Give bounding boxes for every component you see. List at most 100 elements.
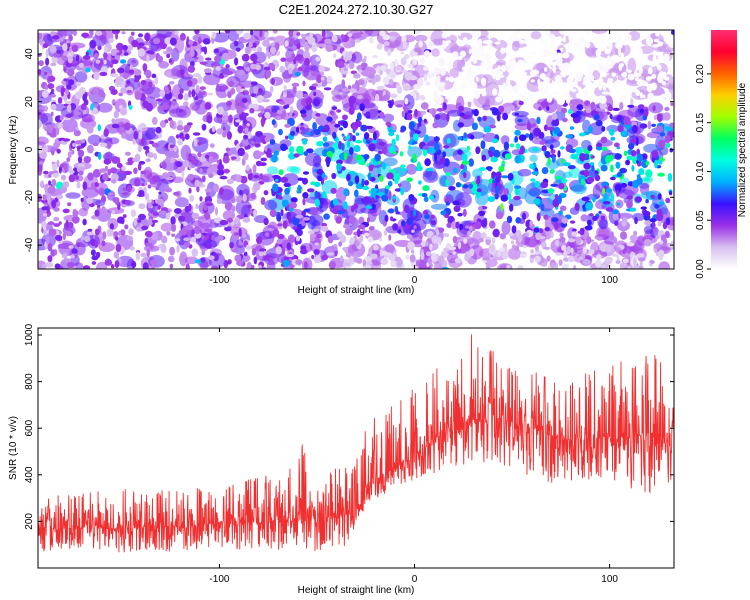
spectrogram-cell bbox=[108, 38, 114, 43]
spectrogram-cell bbox=[168, 81, 175, 85]
spectrogram-cell bbox=[363, 55, 367, 60]
spectrogram-cell bbox=[555, 252, 562, 256]
spectrogram-cell bbox=[620, 130, 628, 138]
spectrogram-cell bbox=[284, 40, 289, 47]
spectrogram-cell bbox=[302, 138, 308, 145]
spectrogram-cell bbox=[382, 34, 391, 41]
spectrogram-cell bbox=[557, 195, 562, 205]
spectrogram-cell bbox=[242, 233, 247, 238]
spectrogram-cell bbox=[306, 207, 319, 215]
spectrogram-cell bbox=[514, 155, 522, 164]
spectrogram-cell bbox=[457, 212, 463, 217]
spectrogram-cell bbox=[94, 240, 99, 248]
spectrogram-cell bbox=[206, 114, 213, 124]
spectrogram-cell bbox=[156, 198, 165, 206]
spectrogram-cell bbox=[441, 32, 448, 39]
spectrogram-cell bbox=[164, 119, 169, 124]
spectrogram-cell bbox=[60, 88, 65, 97]
spectrogram-cell bbox=[103, 51, 108, 60]
spectrogram-cell bbox=[440, 157, 446, 165]
spectrogram-cell bbox=[396, 85, 403, 94]
spectrogram-cell bbox=[435, 229, 440, 236]
spectrogram-cell bbox=[64, 163, 68, 173]
spectrogram-cell bbox=[559, 205, 567, 212]
spectrogram-cell bbox=[216, 160, 220, 164]
spectrogram-cell bbox=[212, 253, 219, 262]
spectrogram-cell bbox=[356, 112, 362, 121]
spectrogram-cell bbox=[640, 206, 647, 210]
spectrogram-cell bbox=[194, 225, 201, 235]
spectrogram-cell bbox=[605, 244, 613, 253]
spectrogram-cell bbox=[353, 145, 361, 153]
spectrogram-cell bbox=[635, 89, 641, 97]
spectrogram-cell bbox=[191, 212, 200, 220]
spectrogram-cell bbox=[458, 32, 473, 41]
spectrogram-cell bbox=[492, 39, 508, 50]
spectrogram-cell bbox=[342, 114, 348, 121]
spectrogram-cell bbox=[107, 140, 111, 150]
spectrogram-cell bbox=[147, 184, 152, 189]
spectrogram-cell bbox=[345, 51, 353, 61]
spectrogram-cell bbox=[63, 78, 69, 82]
spectrogram-cell bbox=[472, 56, 479, 61]
spectrogram-cell bbox=[555, 36, 563, 43]
spectrogram-cell bbox=[381, 194, 389, 202]
spectrogram-cell bbox=[347, 33, 353, 38]
spectrogram-cell bbox=[170, 216, 176, 226]
y-tick-label: 0 bbox=[24, 146, 35, 152]
spectrogram-cell bbox=[392, 151, 397, 155]
spectrogram-cell bbox=[236, 183, 250, 197]
spectrogram-cell bbox=[432, 96, 438, 102]
spectrogram-cell bbox=[658, 249, 665, 259]
spectrogram-cell bbox=[671, 61, 674, 67]
spectrogram-cell bbox=[82, 181, 88, 191]
spectrogram-cell bbox=[584, 225, 593, 231]
spectrogram-cell bbox=[174, 197, 189, 208]
spectrogram-cell bbox=[585, 41, 591, 49]
spectrogram-cell bbox=[251, 248, 256, 256]
spectrogram-cell bbox=[363, 154, 370, 160]
spectrogram-cell bbox=[68, 34, 73, 42]
spectrogram-cell bbox=[581, 178, 585, 186]
spectrogram-cell bbox=[551, 112, 558, 120]
spectrogram-cell bbox=[204, 154, 210, 159]
spectrogram-cell bbox=[109, 63, 113, 68]
spectrogram-cell bbox=[197, 141, 202, 146]
spectrogram-cell bbox=[568, 35, 572, 41]
spectrogram-cell bbox=[476, 188, 482, 193]
spectrogram-cell bbox=[580, 214, 588, 222]
spectrogram-cell bbox=[300, 248, 308, 255]
spectrogram-cell bbox=[327, 235, 334, 244]
spectrogram-cell bbox=[138, 213, 146, 220]
spectrogram-cell bbox=[616, 255, 620, 262]
spectrogram-cell bbox=[556, 52, 563, 60]
spectrogram-cell bbox=[93, 71, 100, 81]
spectrogram-cell bbox=[160, 210, 167, 215]
spectrogram-cell bbox=[558, 182, 565, 190]
spectrogram-cell bbox=[191, 89, 196, 98]
spectrogram-cell bbox=[147, 81, 153, 88]
spectrogram-cell bbox=[592, 61, 599, 65]
spectrogram-cell bbox=[428, 42, 435, 47]
spectrogram-cell bbox=[670, 102, 674, 107]
spectrogram-cell bbox=[251, 141, 255, 144]
spectrogram-cell bbox=[635, 236, 646, 251]
spectrogram-cell bbox=[573, 264, 577, 269]
spectrogram-cell bbox=[354, 139, 362, 144]
spectrogram-cell bbox=[73, 30, 77, 36]
spectrogram-cell bbox=[145, 32, 150, 42]
spectrogram-cell bbox=[604, 62, 608, 68]
spectrogram-cell bbox=[644, 220, 651, 226]
spectrogram-cell bbox=[304, 44, 310, 52]
spectrogram-cell bbox=[282, 259, 290, 267]
spectrogram-cell bbox=[124, 200, 132, 206]
spectrogram-cell bbox=[309, 75, 316, 80]
spectrogram-cell bbox=[431, 235, 440, 245]
spectrogram-cell bbox=[547, 157, 551, 166]
spectrogram-cell bbox=[38, 121, 41, 130]
spectrogram-cell bbox=[204, 102, 212, 110]
spectrogram-cell bbox=[517, 168, 532, 177]
spectrogram-cell bbox=[647, 92, 654, 100]
spectrogram-cell bbox=[178, 109, 183, 113]
spectrogram-cell bbox=[617, 47, 622, 57]
